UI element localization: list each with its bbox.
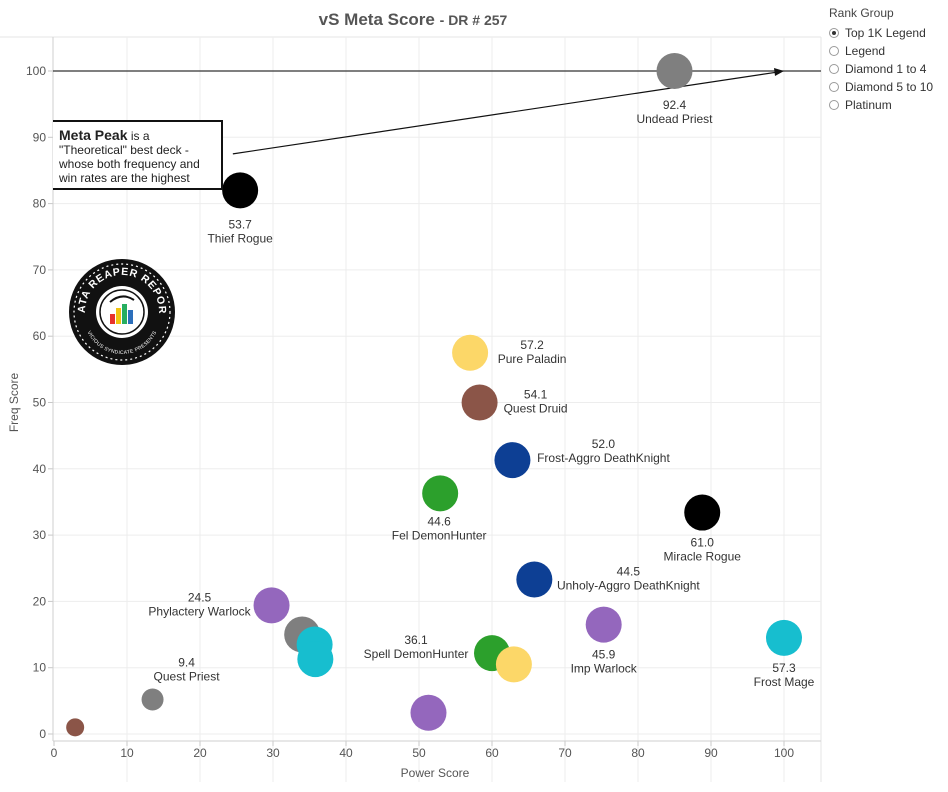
rank-option-label: Diamond 1 to 4 xyxy=(845,62,927,76)
data-reaper-logo: DATA REAPER REPORT VICIOUS SYNDICATE PRE… xyxy=(68,258,175,365)
data-point-circle xyxy=(516,561,553,598)
data-point-circle xyxy=(422,475,459,512)
rank-option-legend[interactable]: Legend xyxy=(829,42,947,60)
y-axis-title: Freq Score xyxy=(7,372,21,432)
data-point-circle xyxy=(141,688,164,711)
y-tick-label: 40 xyxy=(33,462,47,476)
data-label-name: Phylactery Warlock xyxy=(148,604,251,618)
data-label-score: 53.7 xyxy=(228,217,252,231)
data-label-name: Frost-Aggro DeathKnight xyxy=(537,451,670,465)
rank-option-label: Platinum xyxy=(845,98,892,112)
y-tick-label: 60 xyxy=(33,329,47,343)
y-tick-label: 80 xyxy=(33,197,47,211)
y-tick-label: 50 xyxy=(33,396,47,410)
x-tick-label: 0 xyxy=(51,746,58,760)
data-label-name: Miracle Rogue xyxy=(664,550,742,564)
x-tick-label: 10 xyxy=(120,746,134,760)
data-point-circle xyxy=(494,442,531,479)
data-point-circle xyxy=(766,619,802,656)
rank-option-label: Diamond 5 to 10 xyxy=(845,80,934,94)
radio-selected-icon[interactable] xyxy=(829,28,839,38)
legend-title: Rank Group xyxy=(829,6,894,20)
rank-option-label: Legend xyxy=(845,44,886,58)
rank-option-diamond-1-4[interactable]: Diamond 1 to 4 xyxy=(829,60,947,78)
rank-option-platinum[interactable]: Platinum xyxy=(829,96,947,114)
data-label-score: 45.9 xyxy=(592,648,616,662)
rank-option-diamond-5-10[interactable]: Diamond 5 to 10 xyxy=(829,78,947,96)
y-tick-label: 70 xyxy=(33,263,47,277)
data-label-name: Pure Paladin xyxy=(498,352,567,366)
y-tick-label: 100 xyxy=(26,64,46,78)
callout-bold-text: Meta Peak xyxy=(59,127,128,143)
meta-peak-line xyxy=(53,68,821,155)
y-tick-label: 30 xyxy=(33,528,47,542)
data-label-name: Frost Mage xyxy=(754,675,815,689)
data-point-circle xyxy=(585,606,622,643)
data-label-name: Fel DemonHunter xyxy=(392,528,487,542)
y-tick-label: 20 xyxy=(33,594,47,608)
data-label-score: 44.6 xyxy=(427,514,451,528)
data-point-circle xyxy=(452,334,489,371)
data-point-circle xyxy=(684,494,721,531)
radio-icon[interactable] xyxy=(829,64,839,74)
x-tick-label: 90 xyxy=(704,746,718,760)
callout-text: is a "Theoretical" best deck - whose bot… xyxy=(59,129,200,185)
x-axis-title: Power Score xyxy=(401,766,470,780)
x-tick-label: 60 xyxy=(485,746,499,760)
meta-peak-callout: Meta Peak is a "Theoretical" best deck -… xyxy=(53,120,223,190)
data-point-circle xyxy=(656,53,693,89)
radio-icon[interactable] xyxy=(829,46,839,56)
data-label-name: Imp Warlock xyxy=(571,662,638,676)
radio-icon[interactable] xyxy=(829,100,839,110)
x-tick-label: 40 xyxy=(339,746,353,760)
rank-group-filter: Rank Group Top 1K Legend Legend Diamond … xyxy=(829,6,947,114)
data-label-name: Quest Priest xyxy=(154,670,221,684)
data-label-score: 92.4 xyxy=(663,98,687,112)
y-tick-label: 90 xyxy=(33,130,47,144)
x-tick-label: 70 xyxy=(558,746,572,760)
data-label-score: 57.2 xyxy=(520,338,544,352)
chart-title: vS Meta Score - DR # 257 xyxy=(0,10,826,30)
data-label-name: Unholy-Aggro DeathKnight xyxy=(557,579,700,593)
data-label-name: Thief Rogue xyxy=(207,231,273,245)
meta-peak-arrowhead xyxy=(774,68,784,76)
data-point-circle xyxy=(297,641,334,678)
data-point-circle xyxy=(461,384,498,421)
data-label-score: 44.5 xyxy=(617,565,641,579)
data-label-name: Undead Priest xyxy=(636,112,713,126)
data-point-circle xyxy=(222,172,259,209)
data-label-score: 61.0 xyxy=(691,536,715,550)
scatter-chart: 0 10 20 30 40 50 60 70 80 90 100 0 10 20 30 40 50 60 70 80 9… xyxy=(0,36,822,782)
data-label-score: 36.1 xyxy=(404,633,428,647)
chart-title-main: vS Meta Score xyxy=(318,10,435,29)
x-tick-label: 30 xyxy=(266,746,280,760)
data-label-score: 57.3 xyxy=(772,661,796,675)
data-point-circle xyxy=(495,646,532,683)
data-label-score: 9.4 xyxy=(178,656,195,670)
data-point-circle xyxy=(410,694,447,731)
data-label-score: 52.0 xyxy=(592,437,616,451)
meta-peak-arrow-line xyxy=(232,71,777,155)
radio-icon[interactable] xyxy=(829,82,839,92)
chart-subtitle: - DR # 257 xyxy=(439,12,508,28)
data-label-score: 54.1 xyxy=(524,388,548,402)
data-points xyxy=(66,53,802,737)
chart-subtitle-text: DR # 257 xyxy=(448,12,508,28)
y-tick-label: 0 xyxy=(39,727,46,741)
data-label-score: 24.5 xyxy=(188,590,212,604)
x-tick-label: 100 xyxy=(774,746,794,760)
data-point-circle xyxy=(253,587,290,624)
rank-option-top-1k-legend[interactable]: Top 1K Legend xyxy=(829,24,947,42)
rank-option-label: Top 1K Legend xyxy=(845,26,926,40)
data-point-circle xyxy=(66,718,85,737)
x-tick-label: 50 xyxy=(412,746,426,760)
data-label-name: Spell DemonHunter xyxy=(364,647,469,661)
y-tick-label: 10 xyxy=(33,661,47,675)
data-label-name: Quest Druid xyxy=(504,402,568,416)
x-tick-label: 80 xyxy=(631,746,645,760)
x-tick-label: 20 xyxy=(193,746,207,760)
